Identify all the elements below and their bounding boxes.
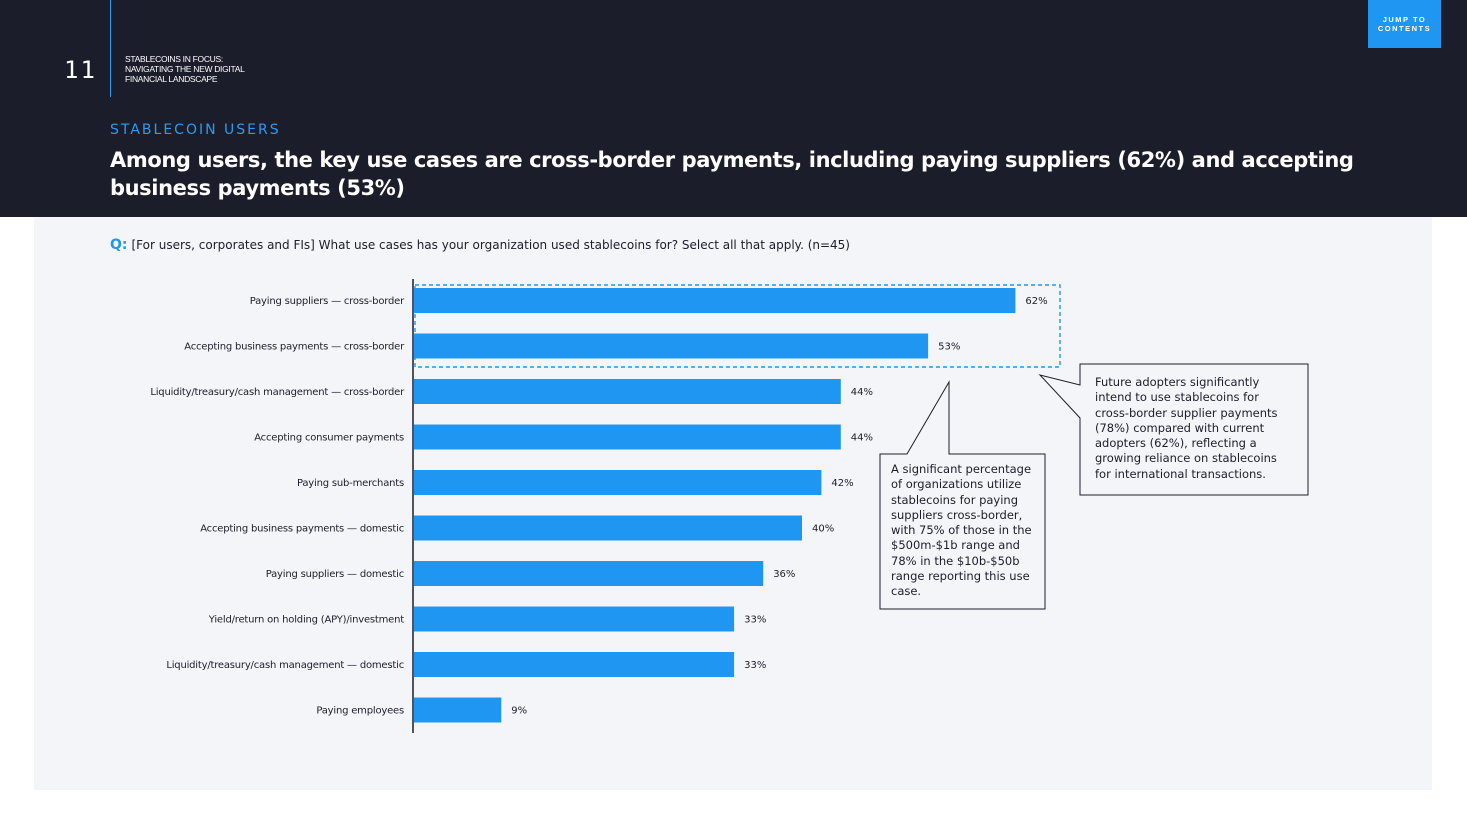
category-label-9: Paying employees: [316, 706, 404, 717]
category-label-7: Yield/return on holding (APY)/investment: [208, 615, 404, 626]
bar-9: [414, 697, 502, 723]
header-band: [0, 0, 1467, 217]
callout-left-box: [879, 380, 1046, 610]
category-label-3: Accepting consumer payments: [254, 433, 404, 444]
bar-3: [414, 424, 841, 450]
section-label: STABLECOIN USERS: [110, 122, 281, 138]
category-label-8: Liquidity/treasury/cash management — dom…: [166, 660, 404, 671]
bar-2: [414, 379, 841, 404]
value-label-3: 44%: [851, 433, 873, 444]
callout-left-text: A significant percentage of organization…: [891, 462, 1032, 599]
bar-5: [414, 515, 802, 541]
value-label-9: 9%: [511, 706, 527, 717]
category-label-5: Accepting business payments — domestic: [200, 524, 404, 535]
value-label-7: 33%: [744, 615, 766, 626]
category-label-1: Accepting business payments — cross-bord…: [184, 342, 405, 353]
category-label-0: Paying suppliers — cross-border: [250, 296, 405, 307]
category-label-2: Liquidity/treasury/cash management — cro…: [150, 387, 405, 398]
bar-8: [414, 652, 735, 677]
highlight-box: [414, 284, 1061, 368]
value-label-6: 36%: [773, 569, 795, 580]
header-divider: [110, 0, 111, 97]
category-label-6: Paying suppliers — domestic: [266, 569, 404, 580]
page-number: 11: [64, 56, 97, 84]
survey-question: Q: [For users, corporates and FIs] What u…: [110, 237, 850, 253]
bar-0: [414, 288, 1016, 313]
value-label-1: 53%: [938, 342, 960, 353]
bar-1: [414, 333, 929, 359]
bar-6: [414, 561, 764, 586]
document-title: STABLECOINS IN FOCUS: NAVIGATING THE NEW…: [125, 54, 245, 84]
question-text: [For users, corporates and FIs] What use…: [131, 238, 851, 252]
jump-to-contents-button[interactable]: JUMP TO CONTENTS: [1368, 0, 1441, 48]
value-label-8: 33%: [744, 660, 766, 671]
value-label-4: 42%: [831, 478, 853, 489]
page-headline: Among users, the key use cases are cross…: [110, 148, 1354, 200]
value-label-2: 44%: [851, 387, 873, 398]
bar-4: [414, 470, 822, 495]
callout-right-box: [1038, 363, 1309, 496]
value-label-5: 40%: [812, 524, 834, 535]
callout-right-text: Future adopters significantly intend to …: [1095, 375, 1278, 481]
category-label-4: Paying sub-merchants: [297, 478, 404, 489]
bar-7: [414, 606, 735, 632]
question-prefix: Q:: [110, 237, 128, 253]
value-label-0: 62%: [1025, 296, 1047, 307]
